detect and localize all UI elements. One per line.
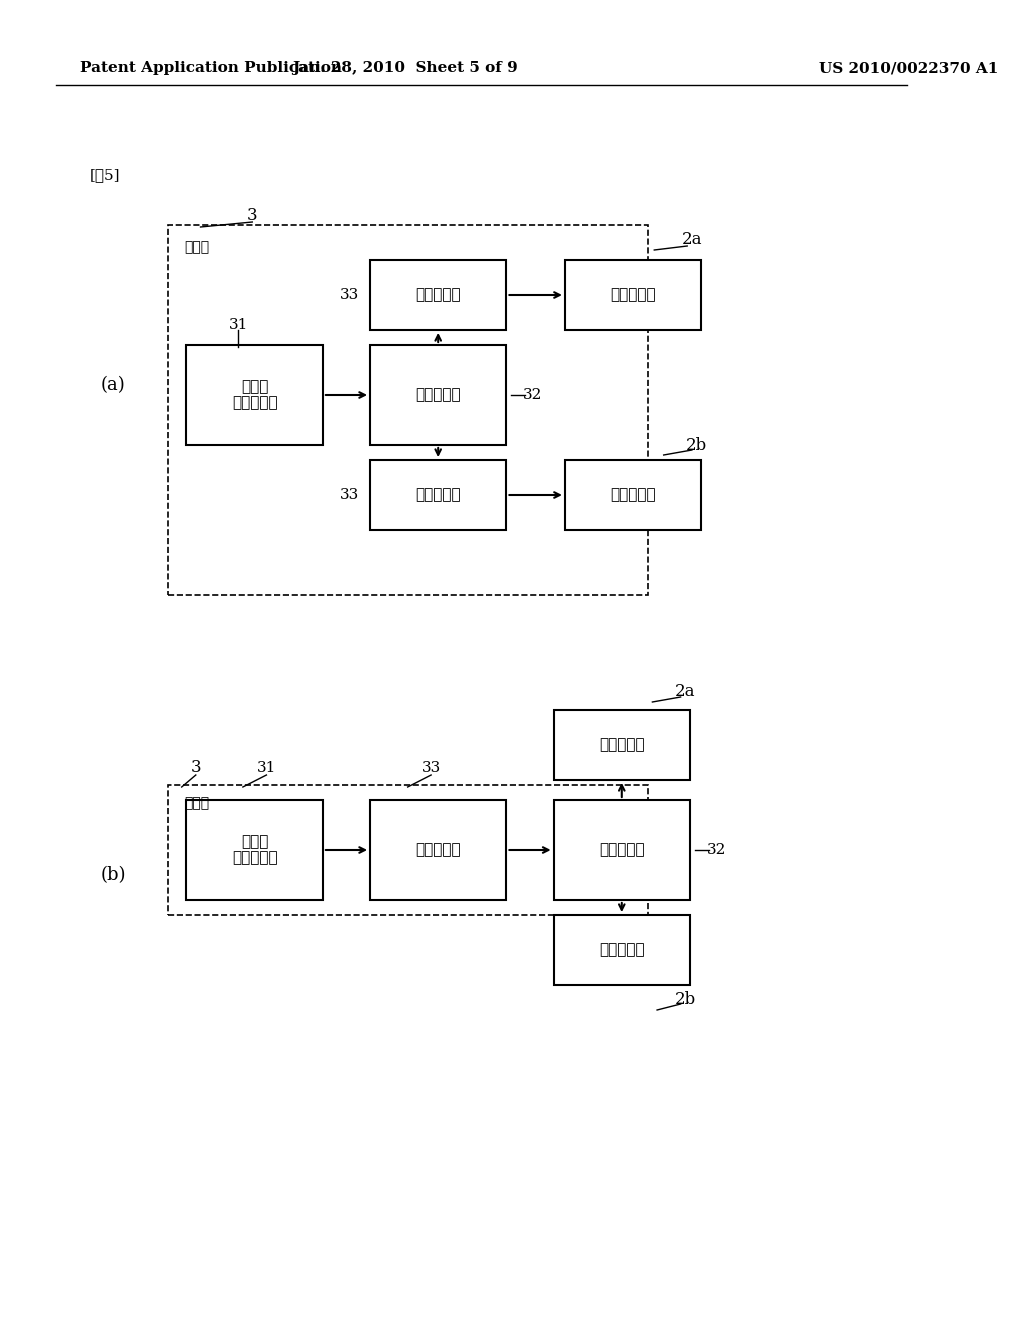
Text: 33: 33 xyxy=(340,288,358,302)
Bar xyxy=(370,260,507,330)
Text: 3: 3 xyxy=(190,759,201,776)
Text: 駅動部: 駅動部 xyxy=(184,796,210,810)
Text: 31: 31 xyxy=(228,318,248,333)
Bar xyxy=(168,224,647,595)
Text: 32: 32 xyxy=(523,388,543,403)
Text: 右足支持台: 右足支持台 xyxy=(599,942,644,957)
Text: (b): (b) xyxy=(100,866,126,884)
Text: 2a: 2a xyxy=(675,684,695,701)
Text: 駅動源
（モータ）: 駅動源 （モータ） xyxy=(231,836,278,865)
Bar xyxy=(565,260,701,330)
Text: [囵5]: [囵5] xyxy=(89,168,120,182)
Text: 2b: 2b xyxy=(675,991,696,1008)
Text: 33: 33 xyxy=(340,488,358,502)
Bar xyxy=(554,800,690,900)
Text: 駅動源
（モータ）: 駅動源 （モータ） xyxy=(231,380,278,411)
Bar xyxy=(554,915,690,985)
Text: 2b: 2b xyxy=(686,437,708,454)
Bar xyxy=(554,710,690,780)
Text: Jan. 28, 2010  Sheet 5 of 9: Jan. 28, 2010 Sheet 5 of 9 xyxy=(292,61,518,75)
Bar xyxy=(565,459,701,531)
Text: 駅動部: 駅動部 xyxy=(184,240,210,253)
Text: 2a: 2a xyxy=(682,231,702,248)
Text: (a): (a) xyxy=(100,376,125,393)
Text: 32: 32 xyxy=(707,843,726,857)
Text: 往復駅動部: 往復駅動部 xyxy=(416,288,461,302)
Bar xyxy=(186,345,323,445)
Text: 系統分離部: 系統分離部 xyxy=(416,388,461,403)
Text: 左足支持台: 左足支持台 xyxy=(610,288,656,302)
Bar xyxy=(186,800,323,900)
Bar xyxy=(370,345,507,445)
Text: 往復駅動部: 往復駅動部 xyxy=(416,843,461,857)
Text: Patent Application Publication: Patent Application Publication xyxy=(80,61,342,75)
Text: 3: 3 xyxy=(247,206,258,223)
Bar xyxy=(370,800,507,900)
Text: 左足支持台: 左足支持台 xyxy=(599,738,644,752)
Text: 右足支持台: 右足支持台 xyxy=(610,488,656,502)
Text: 31: 31 xyxy=(257,762,276,775)
Text: 33: 33 xyxy=(422,762,440,775)
Text: US 2010/0022370 A1: US 2010/0022370 A1 xyxy=(819,61,998,75)
Bar xyxy=(370,459,507,531)
Text: 系統分離部: 系統分離部 xyxy=(599,843,644,857)
Bar xyxy=(168,785,647,915)
Text: 往復駅動部: 往復駅動部 xyxy=(416,488,461,502)
